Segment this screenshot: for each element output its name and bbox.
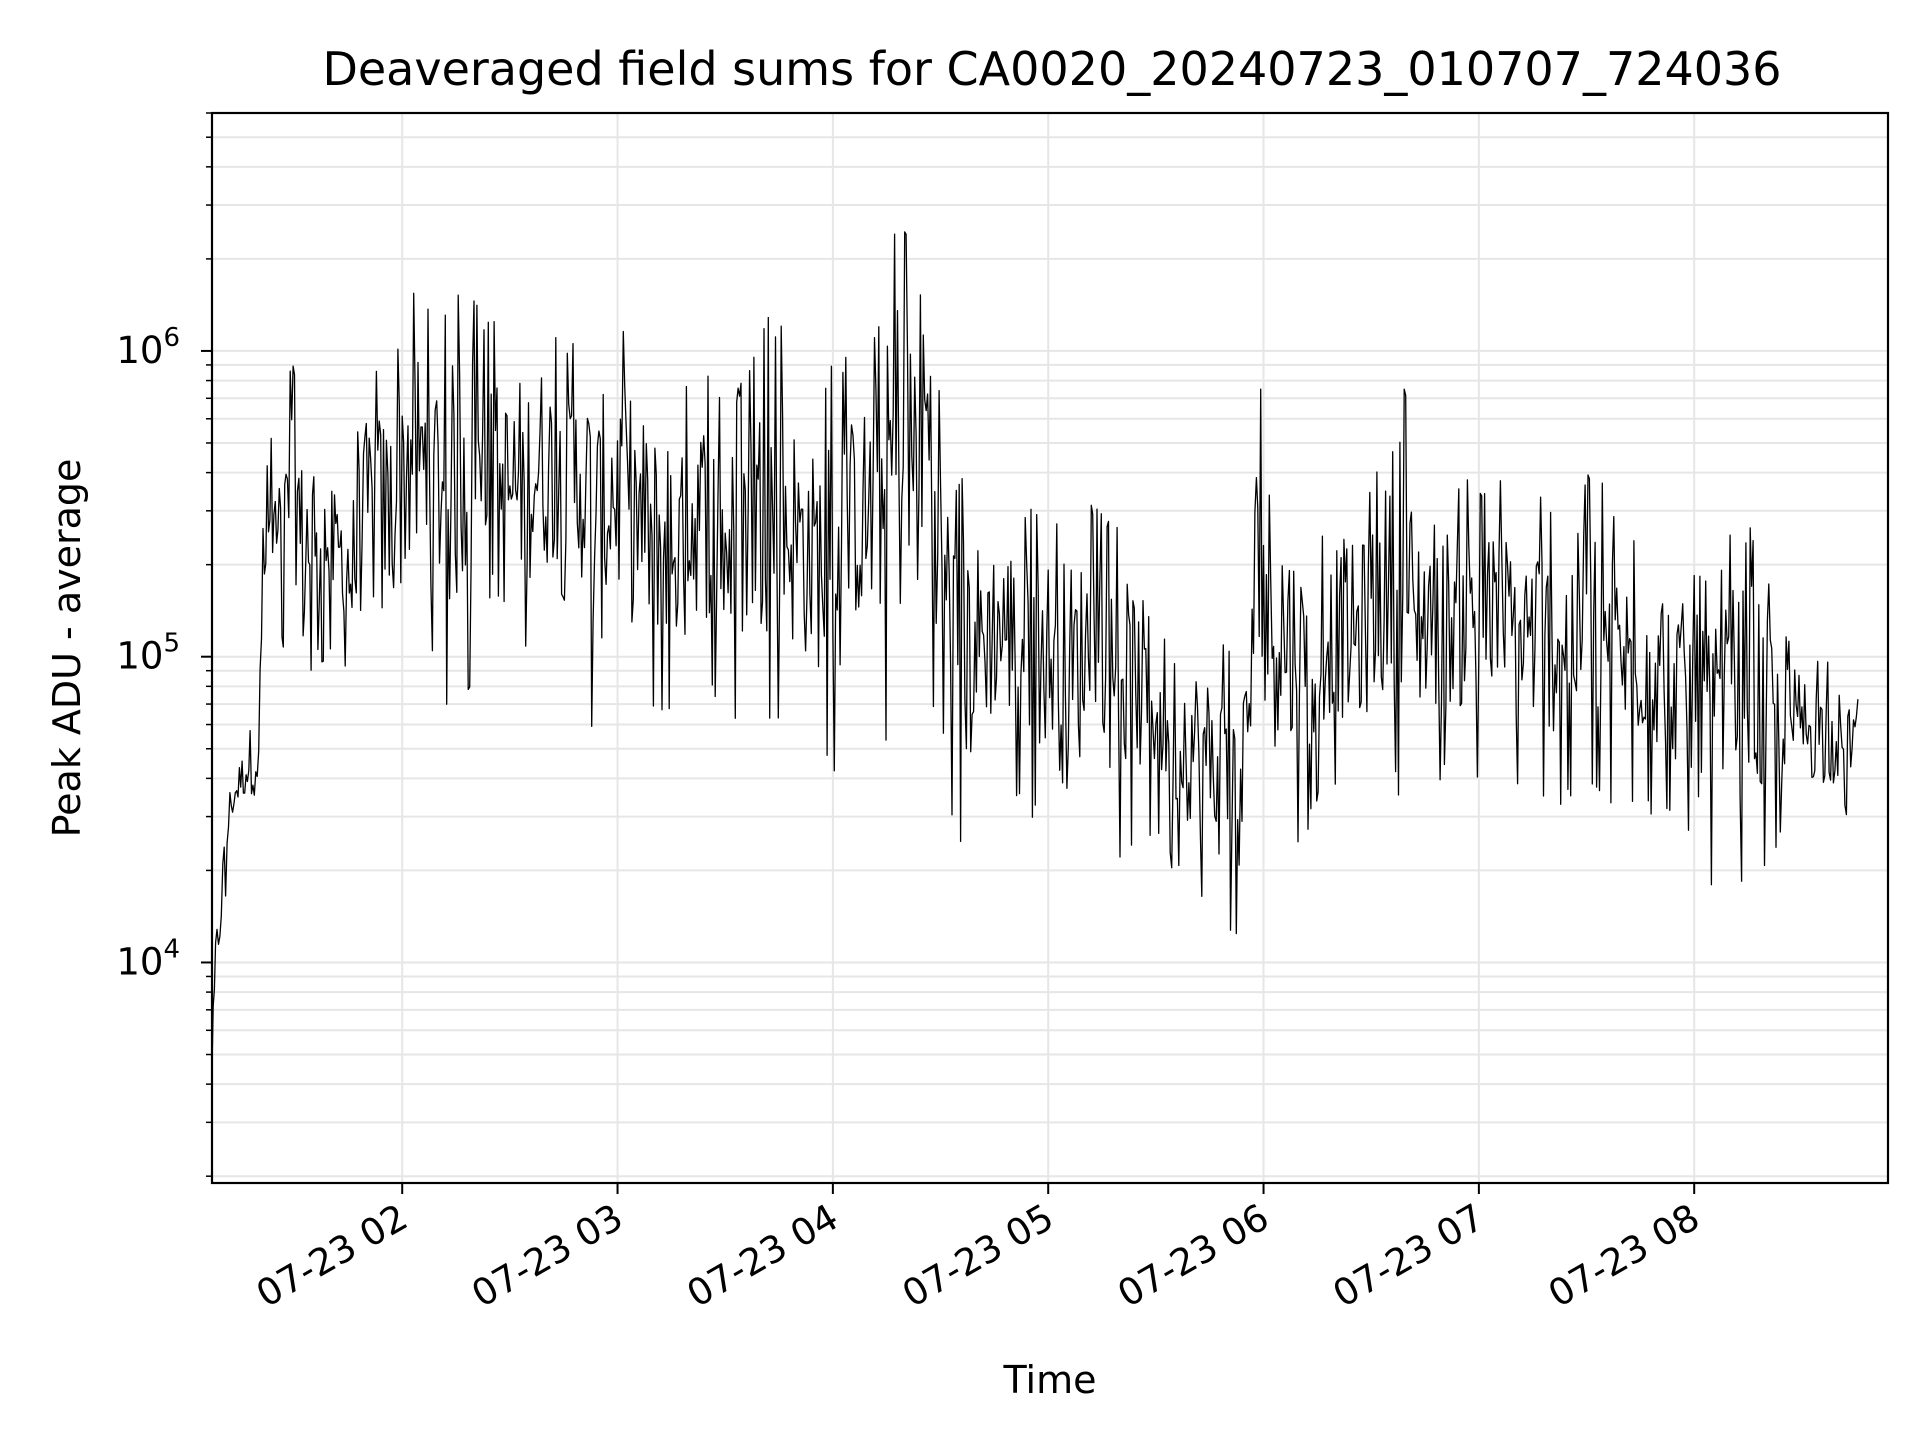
y-tick-label: 104: [116, 934, 180, 983]
y-tick-label-base: 10: [116, 329, 163, 372]
series-line: [211, 231, 1859, 1071]
x-axis-label: Time: [1003, 1358, 1097, 1402]
y-tick-label-exponent: 5: [163, 629, 180, 659]
grid: [212, 112, 1888, 1183]
y-tick-label-base: 10: [116, 635, 163, 678]
plot-frame: [210, 111, 1890, 1185]
y-tick-label-base: 10: [116, 940, 163, 983]
chart-title: Deaveraged field sums for CA0020_2024072…: [322, 42, 1781, 96]
y-tick-label: 106: [116, 323, 180, 372]
series-layer: [211, 231, 1859, 1071]
y-axis-label: Peak ADU - average: [45, 459, 89, 838]
y-tick-label: 105: [116, 629, 180, 678]
y-tick-label-exponent: 6: [163, 323, 180, 353]
y-tick-label-exponent: 4: [163, 934, 180, 964]
